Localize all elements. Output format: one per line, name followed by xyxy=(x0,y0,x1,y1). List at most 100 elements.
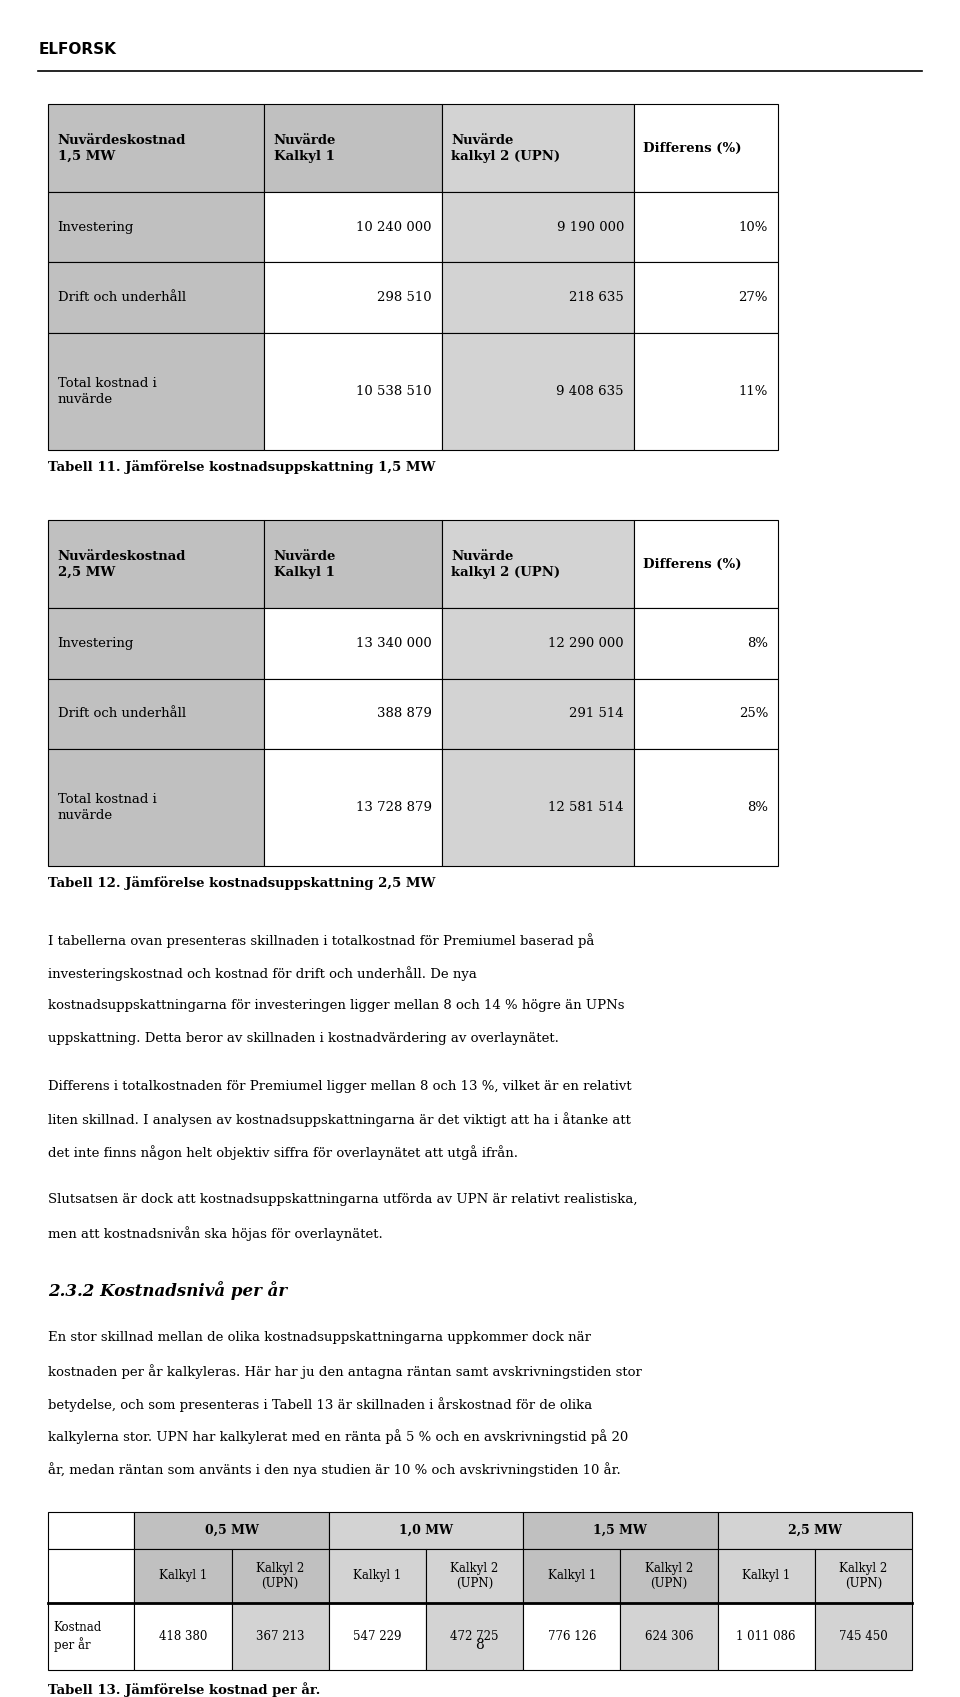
Bar xyxy=(634,104,778,192)
Bar xyxy=(426,1604,523,1670)
Text: Total kostnad i
nuvärde: Total kostnad i nuvärde xyxy=(58,792,156,821)
Text: 418 380: 418 380 xyxy=(158,1631,207,1643)
Text: 745 450: 745 450 xyxy=(839,1631,888,1643)
Text: 10 538 510: 10 538 510 xyxy=(356,385,432,399)
Bar xyxy=(134,1512,328,1549)
Text: 12 581 514: 12 581 514 xyxy=(548,801,624,815)
Text: 0,5 MW: 0,5 MW xyxy=(204,1524,258,1537)
Text: Kalkyl 2
(UPN): Kalkyl 2 (UPN) xyxy=(256,1561,304,1590)
Text: 9 408 635: 9 408 635 xyxy=(557,385,624,399)
Text: 2,5 MW: 2,5 MW xyxy=(788,1524,842,1537)
Text: kostnadsuppskattningarna för investeringen ligger mellan 8 och 14 % högre än UPN: kostnadsuppskattningarna för investering… xyxy=(48,1000,625,1011)
Bar xyxy=(134,1604,231,1670)
Bar xyxy=(48,679,264,750)
Bar xyxy=(134,1549,231,1604)
Text: Nuvärdeskostnad
1,5 MW: Nuvärdeskostnad 1,5 MW xyxy=(58,134,186,163)
Bar xyxy=(48,1549,134,1604)
Bar xyxy=(264,104,442,192)
Bar xyxy=(328,1512,523,1549)
Text: 8: 8 xyxy=(475,1638,485,1653)
Bar xyxy=(48,750,264,865)
Text: 472 725: 472 725 xyxy=(450,1631,499,1643)
Bar xyxy=(718,1512,912,1549)
Text: Investering: Investering xyxy=(58,636,134,650)
Bar xyxy=(328,1604,426,1670)
Bar xyxy=(264,608,442,679)
Text: Nuvärde
kalkyl 2 (UPN): Nuvärde kalkyl 2 (UPN) xyxy=(451,134,561,163)
Text: Nuvärdeskostnad
2,5 MW: Nuvärdeskostnad 2,5 MW xyxy=(58,550,186,579)
Text: Kalkyl 1: Kalkyl 1 xyxy=(742,1570,790,1583)
Bar xyxy=(264,333,442,450)
Text: 8%: 8% xyxy=(747,801,768,815)
Text: 11%: 11% xyxy=(738,385,768,399)
Text: 27%: 27% xyxy=(738,292,768,304)
Bar xyxy=(264,263,442,333)
Text: 10%: 10% xyxy=(738,221,768,234)
Bar xyxy=(523,1549,620,1604)
Bar xyxy=(48,608,264,679)
Text: betydelse, och som presenteras i Tabell 13 är skillnaden i årskostnad för de oli: betydelse, och som presenteras i Tabell … xyxy=(48,1397,592,1412)
Bar xyxy=(815,1604,912,1670)
Bar xyxy=(634,750,778,865)
Text: Kalkyl 2
(UPN): Kalkyl 2 (UPN) xyxy=(839,1561,888,1590)
Text: investeringskostnad och kostnad för drift och underhåll. De nya: investeringskostnad och kostnad för drif… xyxy=(48,966,477,981)
Text: det inte finns någon helt objektiv siffra för overlaynätet att utgå ifrån.: det inte finns någon helt objektiv siffr… xyxy=(48,1145,518,1161)
Bar xyxy=(442,679,634,750)
Bar xyxy=(620,1604,718,1670)
Bar xyxy=(442,333,634,450)
Text: Nuvärde
Kalkyl 1: Nuvärde Kalkyl 1 xyxy=(274,550,336,579)
Text: Kalkyl 2
(UPN): Kalkyl 2 (UPN) xyxy=(450,1561,499,1590)
Text: kostnaden per år kalkyleras. Här har ju den antagna räntan samt avskrivningstide: kostnaden per år kalkyleras. Här har ju … xyxy=(48,1364,642,1380)
Text: Differens i totalkostnaden för Premiumel ligger mellan 8 och 13 %, vilket är en : Differens i totalkostnaden för Premiumel… xyxy=(48,1079,632,1093)
Bar xyxy=(442,521,634,608)
Text: Kostnad
per år: Kostnad per år xyxy=(54,1621,102,1651)
Text: Nuvärde
Kalkyl 1: Nuvärde Kalkyl 1 xyxy=(274,134,336,163)
Bar xyxy=(634,608,778,679)
Text: uppskattning. Detta beror av skillnaden i kostnadvärdering av overlaynätet.: uppskattning. Detta beror av skillnaden … xyxy=(48,1032,559,1045)
Bar xyxy=(442,263,634,333)
Bar xyxy=(264,521,442,608)
Text: 367 213: 367 213 xyxy=(256,1631,304,1643)
Bar xyxy=(634,263,778,333)
Bar xyxy=(815,1549,912,1604)
Bar xyxy=(48,104,264,192)
Text: Kalkyl 1: Kalkyl 1 xyxy=(547,1570,596,1583)
Text: Investering: Investering xyxy=(58,221,134,234)
Text: 388 879: 388 879 xyxy=(377,708,432,721)
Text: 12 290 000: 12 290 000 xyxy=(548,636,624,650)
Bar xyxy=(48,333,264,450)
Text: Kalkyl 2
(UPN): Kalkyl 2 (UPN) xyxy=(645,1561,693,1590)
Text: ELFORSK: ELFORSK xyxy=(38,42,116,58)
Bar xyxy=(634,192,778,263)
Bar xyxy=(231,1549,328,1604)
Bar xyxy=(231,1604,328,1670)
Text: 2.3.2 Kostnadsnivå per år: 2.3.2 Kostnadsnivå per år xyxy=(48,1281,287,1300)
Text: 1,5 MW: 1,5 MW xyxy=(593,1524,647,1537)
Text: 624 306: 624 306 xyxy=(645,1631,693,1643)
Text: Drift och underhåll: Drift och underhåll xyxy=(58,292,185,304)
Bar xyxy=(634,333,778,450)
Text: kalkylerna stor. UPN har kalkylerat med en ränta på 5 % och en avskrivningstid p: kalkylerna stor. UPN har kalkylerat med … xyxy=(48,1429,628,1444)
Text: 291 514: 291 514 xyxy=(569,708,624,721)
Bar xyxy=(48,1512,134,1549)
Text: 218 635: 218 635 xyxy=(569,292,624,304)
Text: Differens (%): Differens (%) xyxy=(643,558,742,570)
Text: liten skillnad. I analysen av kostnadsuppskattningarna är det viktigt att ha i å: liten skillnad. I analysen av kostnadsup… xyxy=(48,1113,631,1127)
Text: Kalkyl 1: Kalkyl 1 xyxy=(158,1570,207,1583)
Bar xyxy=(442,608,634,679)
Text: 25%: 25% xyxy=(738,708,768,721)
Text: 776 126: 776 126 xyxy=(547,1631,596,1643)
Bar xyxy=(620,1549,718,1604)
Bar xyxy=(634,521,778,608)
Text: 298 510: 298 510 xyxy=(377,292,432,304)
Text: 1 011 086: 1 011 086 xyxy=(736,1631,796,1643)
Text: Differens (%): Differens (%) xyxy=(643,141,742,154)
Text: 1,0 MW: 1,0 MW xyxy=(399,1524,453,1537)
Text: I tabellerna ovan presenteras skillnaden i totalkostnad för Premiumel baserad på: I tabellerna ovan presenteras skillnaden… xyxy=(48,933,594,949)
Bar xyxy=(264,679,442,750)
Bar xyxy=(523,1512,718,1549)
Bar xyxy=(718,1549,815,1604)
Bar xyxy=(48,1604,134,1670)
Text: 9 190 000: 9 190 000 xyxy=(557,221,624,234)
Bar xyxy=(328,1549,426,1604)
